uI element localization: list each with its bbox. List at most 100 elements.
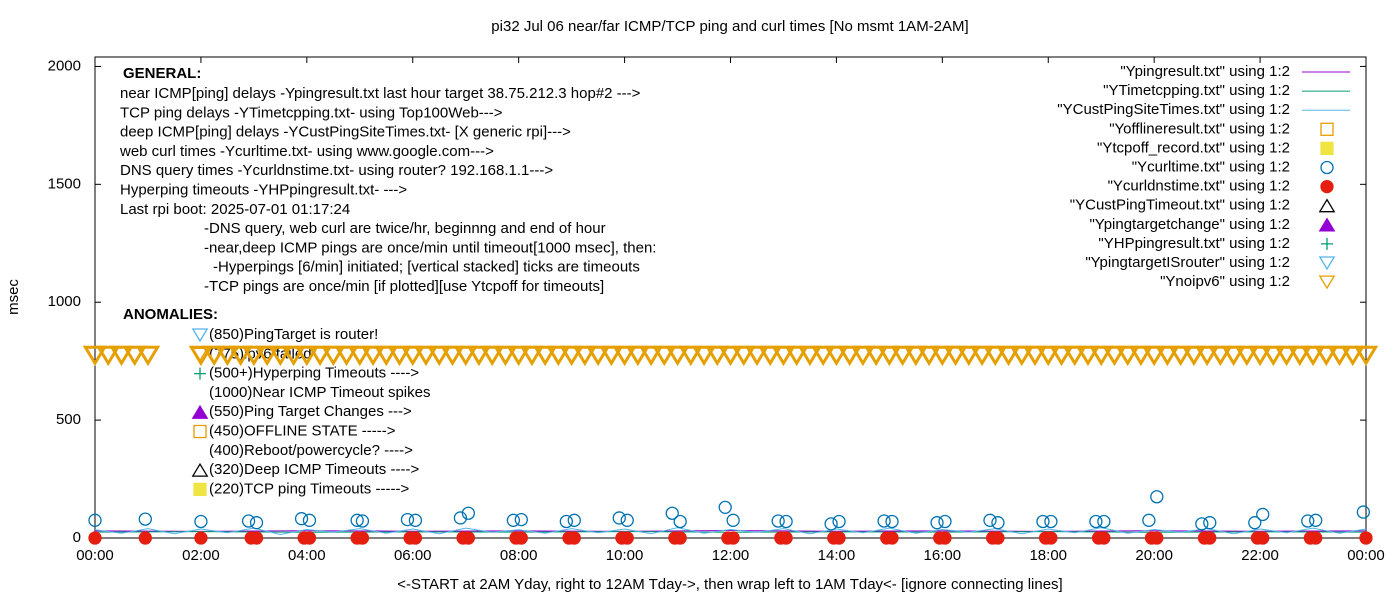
data-point [638, 345, 664, 367]
legend-label: "YTimetcpping.txt" using 1:2 [1103, 82, 1290, 99]
data-point [837, 345, 862, 367]
x-tick-label: 00:00 [76, 547, 114, 564]
data-point [850, 345, 876, 367]
legend-swatch [1318, 256, 1336, 271]
data-point [1340, 345, 1366, 367]
data-point [890, 345, 915, 367]
general-line: deep ICMP[ping] delays -YCustPingSiteTim… [120, 124, 571, 141]
legend-swatch [1318, 275, 1336, 290]
legend-label: "Ypingresult.txt" using 1:2 [1120, 63, 1290, 80]
data-point [1221, 345, 1246, 367]
data-point [334, 345, 359, 367]
data-point [1203, 516, 1217, 530]
data-point [916, 345, 942, 367]
legend-swatch [1320, 141, 1334, 156]
data-point [771, 345, 796, 367]
data-point [302, 531, 317, 545]
data-point [938, 514, 952, 529]
data-point [532, 345, 558, 367]
data-point [466, 345, 492, 367]
data-point [784, 345, 809, 367]
y-tick-label: 0 [73, 529, 81, 546]
data-point [201, 345, 227, 367]
data-point [956, 345, 982, 367]
data-point [567, 531, 581, 545]
data-point [877, 514, 891, 528]
legend-label: "Ycurltime.txt" using 1:2 [1132, 158, 1290, 175]
data-point [1309, 531, 1323, 545]
legend-label: "Ypingtargetchange" using 1:2 [1089, 216, 1290, 233]
general-line: TCP ping delays -YTimetcpping.txt- using… [120, 104, 503, 121]
data-point [479, 345, 505, 367]
data-point [779, 531, 793, 545]
data-point [1044, 531, 1058, 545]
anomaly-text: (500+)Hyperping Timeouts ----> [209, 365, 419, 382]
data-point [453, 345, 478, 367]
data-point [885, 531, 899, 545]
data-point [514, 512, 528, 527]
legend-label: "YHPpingresult.txt" using 1:2 [1098, 235, 1290, 252]
data-point [996, 345, 1021, 367]
legend-label: "Ytcpoff_record.txt" using 1:2 [1097, 139, 1290, 156]
data-point [294, 512, 309, 526]
data-point [832, 531, 846, 545]
data-point [620, 531, 634, 545]
data-point [1022, 345, 1048, 367]
data-point [969, 345, 995, 367]
data-point [930, 516, 944, 530]
general-line: Hyperping timeouts -YHPpingresult.txt- -… [120, 181, 407, 198]
data-point [135, 345, 161, 367]
data-point [321, 345, 346, 367]
data-point [824, 517, 838, 531]
general-line: near ICMP[ping] delays -Ypingresult.txt … [120, 85, 641, 102]
data-point [506, 513, 521, 527]
data-point [1181, 345, 1207, 367]
y-tick-label: 500 [56, 411, 81, 428]
general-line: -Hyperpings [6/min] initiated; [vertical… [213, 259, 640, 276]
data-point [1036, 514, 1050, 529]
data-point [1301, 514, 1315, 528]
data-point [355, 531, 370, 545]
x-tick-label: 08:00 [500, 547, 538, 564]
data-point [461, 506, 476, 520]
data-point [408, 513, 423, 527]
general-line: web curl times -Ycurltime.txt- using www… [119, 143, 494, 160]
x-tick-label: 06:00 [394, 547, 432, 564]
data-point [1089, 514, 1103, 529]
data-point [673, 514, 687, 529]
x-axis-label: <-START at 2AM Yday, right to 12AM Tday-… [397, 576, 1062, 593]
data-point [546, 345, 571, 367]
data-point [1036, 345, 1061, 367]
data-point [228, 345, 253, 367]
data-point [1327, 345, 1352, 367]
data-point [254, 345, 280, 367]
data-point [625, 345, 651, 367]
data-point [726, 531, 740, 545]
data-point [1097, 514, 1111, 529]
data-point [1141, 345, 1167, 367]
anomaly-icon [191, 328, 209, 343]
data-point [930, 345, 955, 367]
data-point [983, 345, 1008, 367]
data-point [1150, 490, 1164, 504]
data-point [678, 345, 704, 367]
data-point [1203, 531, 1217, 545]
data-point [188, 345, 214, 367]
general-line: -near,deep ICMP pings are once/min until… [204, 239, 656, 256]
data-point [718, 345, 743, 367]
data-point [355, 514, 370, 528]
data-point [453, 511, 468, 525]
data-point [506, 345, 531, 367]
data-point [1155, 345, 1180, 367]
data-point [559, 514, 573, 529]
data-point [294, 345, 320, 367]
legend-swatch [1321, 237, 1333, 250]
anomaly-text: (550)Ping Target Changes ---> [209, 403, 412, 420]
data-point [832, 514, 846, 529]
data-point [1256, 531, 1270, 545]
data-point [559, 345, 584, 367]
data-point [718, 500, 732, 514]
data-point [620, 513, 634, 527]
data-point [1356, 505, 1371, 519]
legend-swatch [1318, 217, 1336, 232]
